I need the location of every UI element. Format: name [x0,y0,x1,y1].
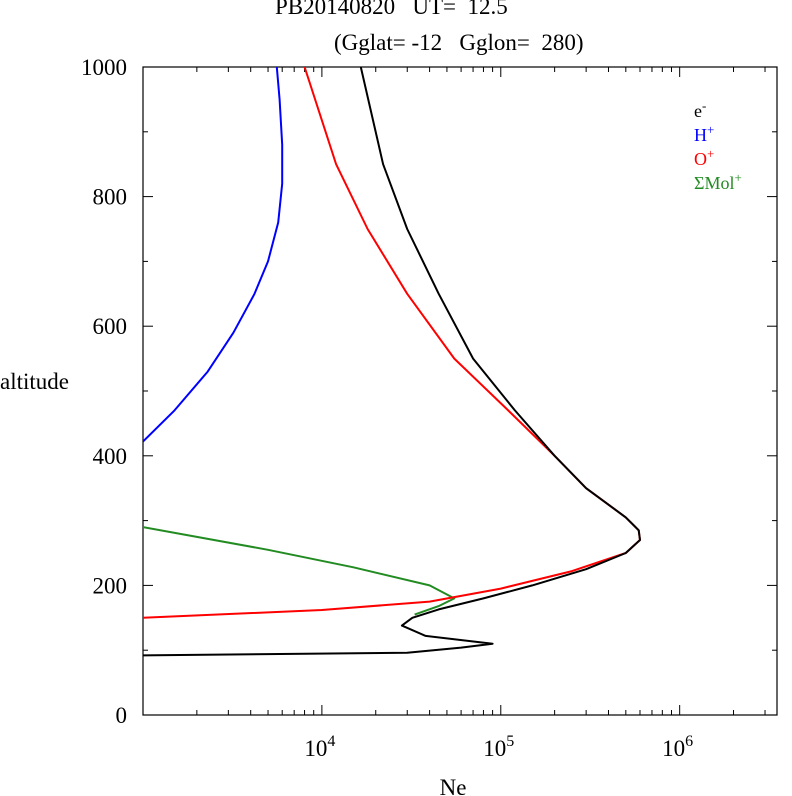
series-line-3 [143,526,456,616]
chart-title-line2: (Gglat= -12 Gglon= 280) [334,30,584,55]
series-line-0 [143,67,641,657]
x-tick-label: 106 [662,733,693,761]
y-tick-label: 800 [93,185,128,210]
series-line-2 [143,67,641,619]
chart-title-line1: PB20140820 UT= 12.5 [275,0,508,19]
y-tick-label: 600 [93,314,128,339]
y-tick-label: 400 [93,444,128,469]
legend-entry-0: e- [694,98,706,121]
y-axis-label: altitude [0,369,69,394]
legend-entry-1: H+ [694,122,714,145]
plot-frame [142,66,778,716]
y-tick-label: 200 [93,573,128,598]
legend-entry-2: O+ [694,146,714,169]
x-tick-label: 105 [483,733,514,761]
x-tick-label: 104 [304,733,335,761]
legend-entry-3: ΣMol+ [694,170,742,193]
y-tick-label: 1000 [81,55,127,80]
x-axis-label: Ne [440,775,467,796]
y-tick-label: 0 [116,703,128,728]
series-line-1 [143,67,284,443]
